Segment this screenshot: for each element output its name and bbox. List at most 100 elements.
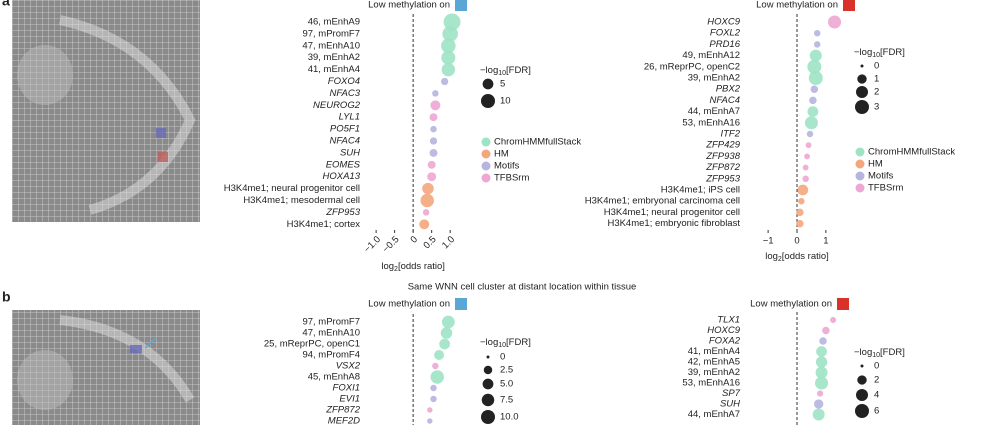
dot [429, 148, 438, 157]
row-label: 94, mPromF4 [302, 350, 360, 361]
dot [813, 29, 821, 37]
dot [812, 408, 825, 421]
x-tick-label: −1.0 [362, 234, 383, 255]
label-part: 2 [778, 256, 782, 263]
row-label: H3K4me1; cortex [287, 219, 361, 230]
row-label: ZFP953 [705, 173, 741, 184]
size-legend-label: 5 [500, 79, 505, 90]
size-legend-label: 2 [874, 87, 879, 98]
title-swatch [837, 298, 849, 310]
legend-swatch [481, 137, 491, 147]
row-label: TLX1 [717, 315, 740, 326]
dot [804, 116, 818, 130]
title-swatch [455, 298, 467, 310]
dot [443, 13, 461, 31]
size-legend-label: 2 [874, 375, 879, 386]
row-label: H3K4me1; neural progenitor cell [604, 207, 740, 218]
label-part: −log [480, 65, 498, 76]
title-swatch [455, 0, 467, 11]
label-part: 10 [498, 342, 506, 349]
row-label: EVI1 [339, 394, 360, 405]
dot [441, 38, 456, 54]
dot [420, 193, 434, 208]
size-legend-dot [483, 365, 493, 375]
label-part: [FDR] [880, 47, 905, 58]
label-part: 10 [872, 352, 880, 359]
dot [822, 326, 830, 335]
size-legend-label: 3 [874, 102, 879, 113]
row-label: VSX2 [336, 361, 361, 372]
dot [819, 337, 827, 345]
row-label: 25, mReprPC, openC1 [264, 339, 360, 350]
dot [441, 50, 456, 65]
tissue-image [12, 310, 200, 425]
dot [427, 407, 433, 413]
x-tick-label: 1 [823, 236, 828, 247]
dot [430, 125, 437, 133]
row-label: 41, mEnhA4 [688, 346, 740, 357]
row-label: 39, mEnhA2 [688, 367, 740, 378]
size-legend-dot [482, 78, 494, 90]
dot [798, 197, 805, 205]
dot [439, 338, 451, 350]
row-label: H3K4me1; mesodermal cell [243, 195, 360, 206]
row-label: NFAC3 [330, 88, 361, 99]
dot [808, 71, 823, 85]
row-label: 26, mReprPC, openC2 [644, 61, 740, 72]
dot [830, 316, 837, 324]
dot [796, 208, 804, 217]
legend-label: ChromHMMfullStack [868, 147, 955, 158]
dot [440, 77, 449, 86]
row-label: 39, mEnhA2 [308, 52, 360, 63]
dot [802, 164, 809, 171]
legend-swatch [481, 173, 491, 183]
size-legend-label: 5.0 [500, 379, 513, 390]
dot [432, 90, 439, 97]
row-label: H3K4me1; neural progenitor cell [224, 183, 360, 194]
row-label: PO5F1 [330, 124, 360, 135]
label: log2[odds ratio] [381, 261, 445, 273]
row-label: NFAC4 [710, 95, 740, 106]
panel-label: a [2, 0, 10, 9]
dot [809, 96, 817, 105]
label: −log10[FDR] [854, 47, 905, 59]
dot [805, 142, 812, 149]
size-legend-label: 6 [874, 406, 879, 417]
dot [430, 100, 441, 111]
size-legend-label: 1 [874, 74, 879, 85]
dot [807, 59, 822, 74]
dot [442, 26, 458, 42]
row-label: FOXL2 [710, 28, 741, 39]
row-label: ITF2 [720, 129, 740, 140]
chart-title: Low methylation on [756, 0, 838, 11]
size-legend-label: 10.0 [500, 412, 519, 423]
label-part: [FDR] [506, 337, 531, 348]
dot [429, 137, 438, 145]
legend-swatch [855, 159, 865, 169]
dot [810, 85, 819, 93]
row-label: 97, mPromF7 [302, 28, 360, 39]
row-label: EOMES [326, 159, 361, 170]
panel-label: b [2, 289, 11, 305]
legend-label: TFBSrm [868, 183, 903, 194]
tissue-image [12, 0, 200, 222]
label-part: log [381, 261, 394, 272]
chart-title: Low methylation on [368, 0, 450, 11]
row-label: H3K4me1; embryonic fibroblast [607, 218, 740, 229]
dot [797, 184, 809, 196]
row-label: ZFP429 [705, 140, 741, 151]
size-legend-label: 0 [500, 352, 505, 363]
size-legend-label: 10 [500, 96, 511, 107]
row-label: H3K4me1; iPS cell [661, 185, 740, 196]
size-legend-dot [856, 86, 868, 98]
dot [828, 15, 842, 29]
dot [441, 315, 455, 329]
label-part: −log [854, 47, 872, 58]
size-legend-dot [857, 74, 867, 84]
row-label: HOXA13 [323, 171, 361, 182]
dot [806, 130, 814, 138]
size-legend-dot [482, 378, 494, 390]
dot [807, 106, 819, 117]
size-legend-label: 2.5 [500, 365, 513, 376]
